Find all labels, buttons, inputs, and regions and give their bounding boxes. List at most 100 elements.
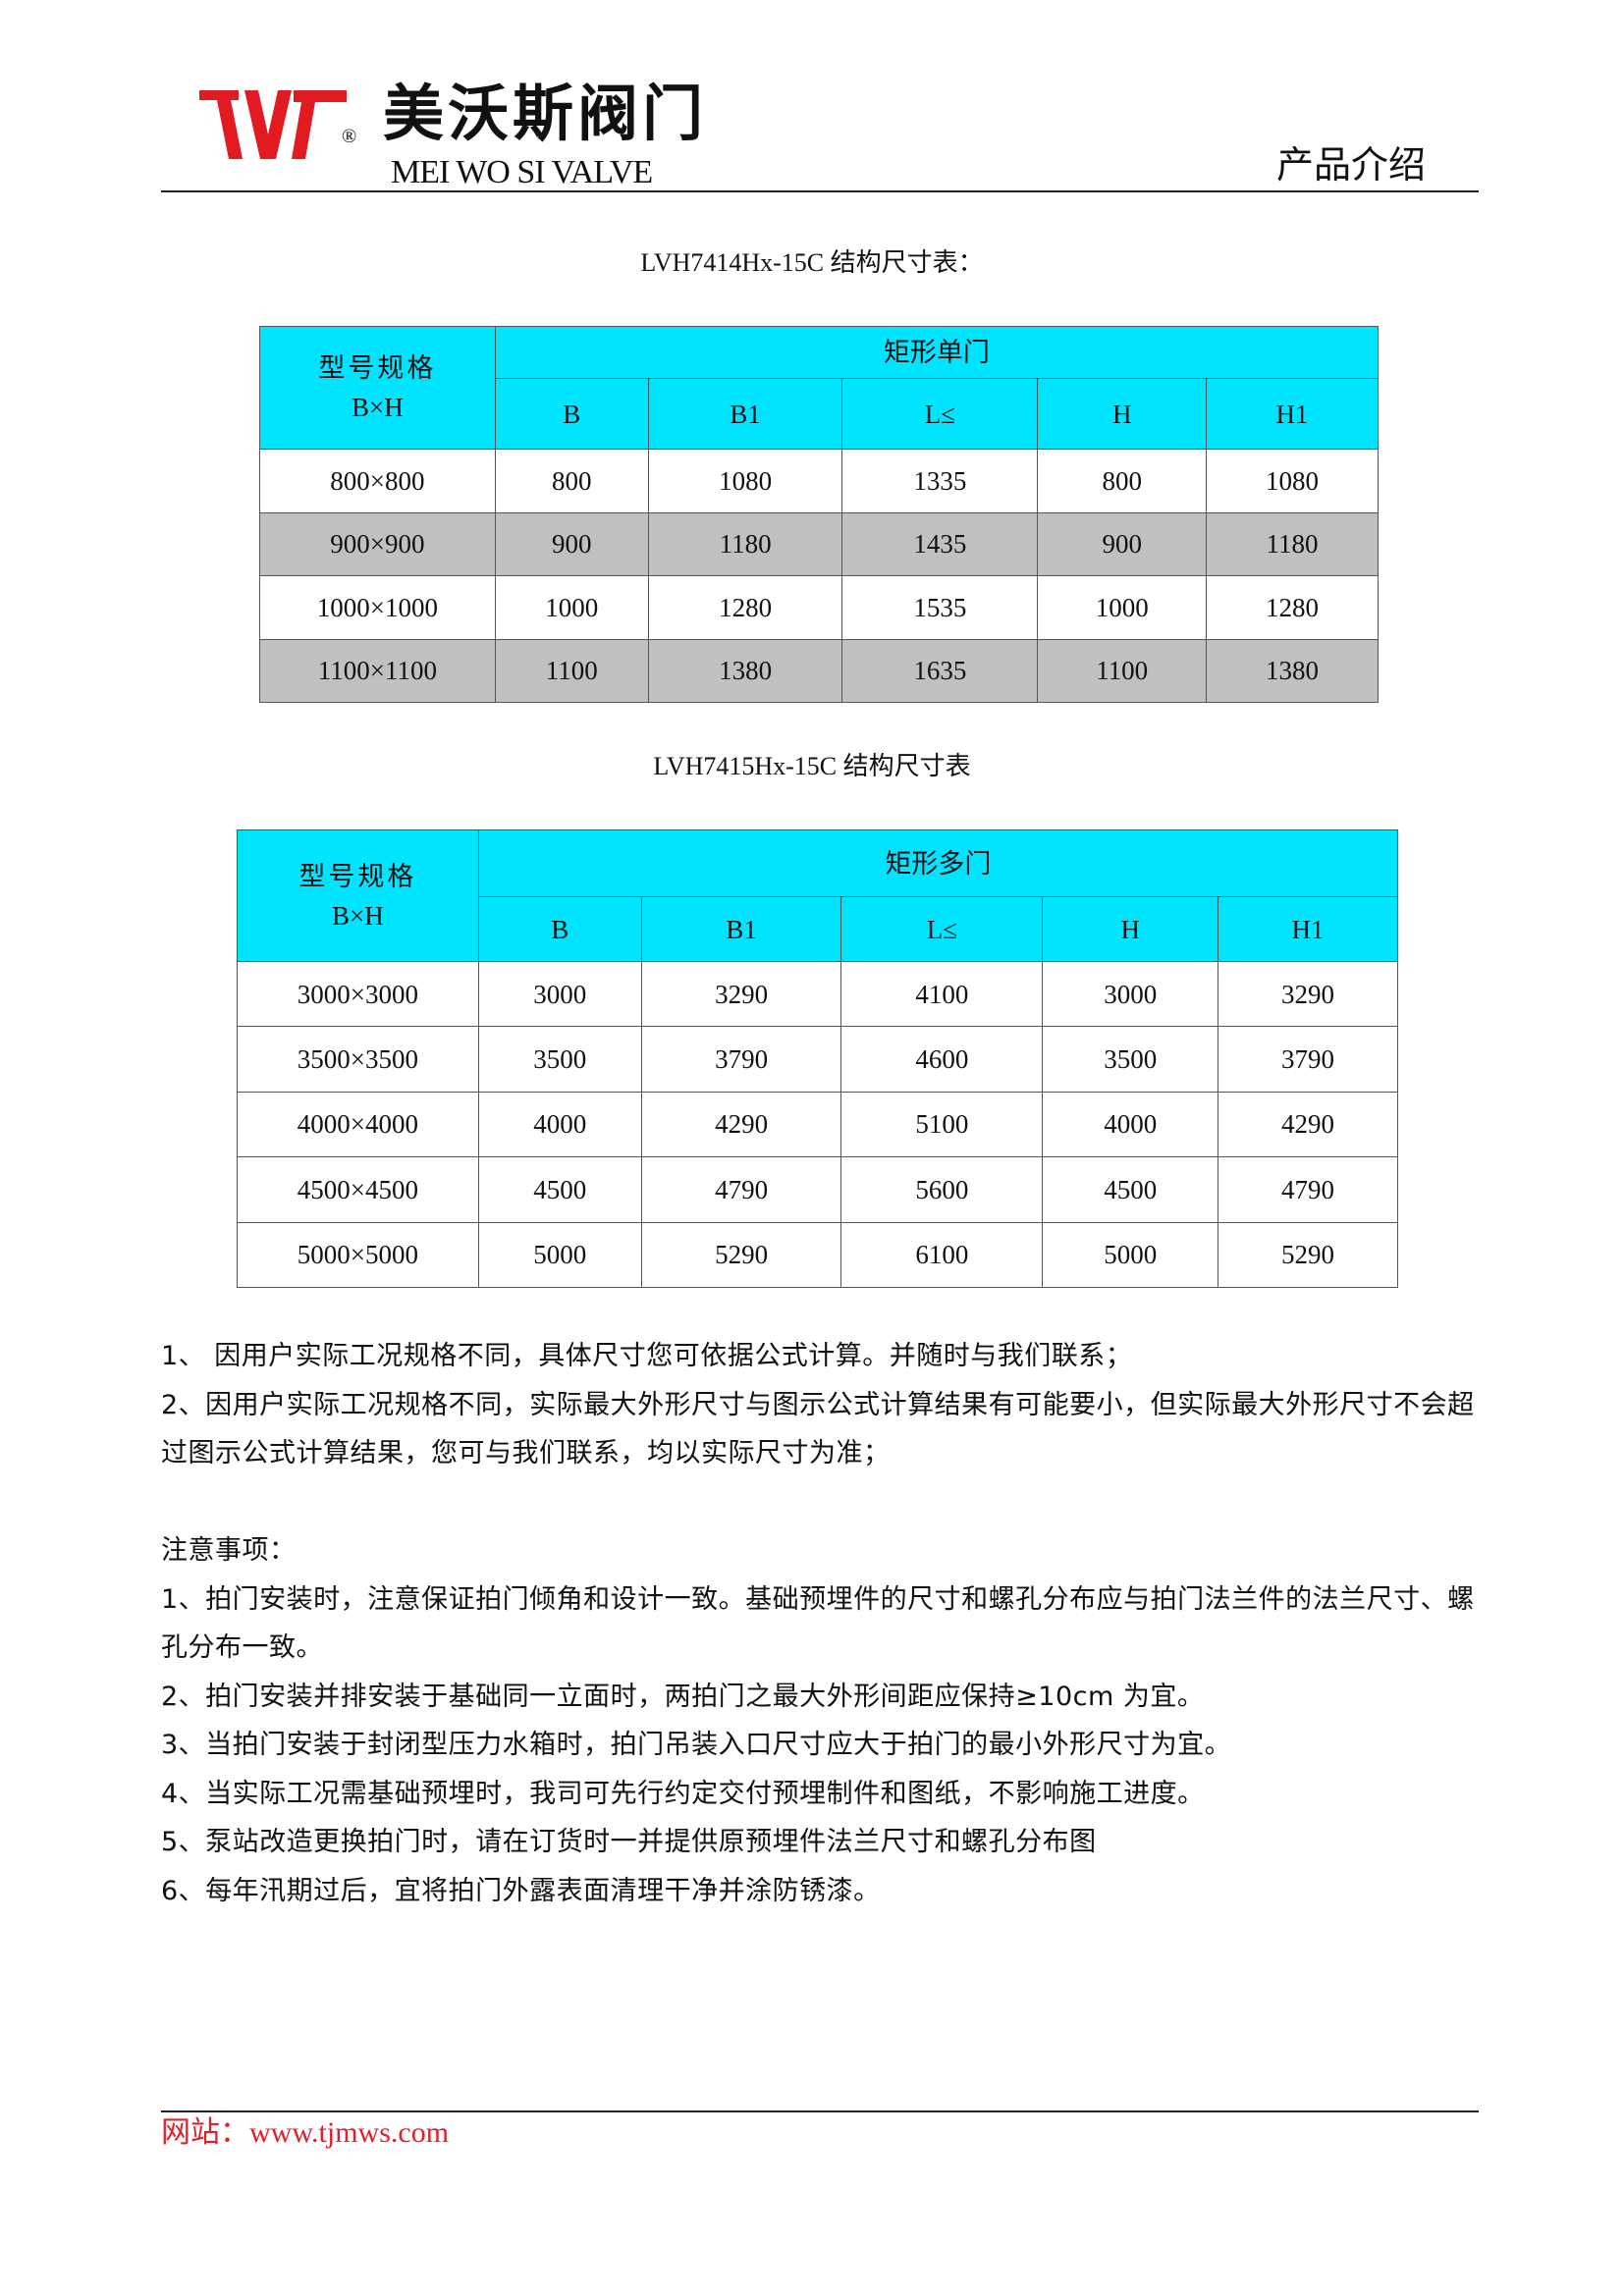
caution-5: 5、泵站改造更换拍门时，请在订货时一并提供原预埋件法兰尺寸和螺孔分布图 [161, 1827, 1097, 1857]
table-cell: 5000 [1042, 1221, 1219, 1288]
table-cell: 3290 [1218, 960, 1398, 1028]
table-row: 3500×3500 3500 3790 4600 3500 3790 [237, 1026, 1398, 1093]
table-cell: 1280 [1206, 575, 1379, 640]
column-header: B [494, 378, 649, 450]
table-cell: 5100 [840, 1091, 1044, 1158]
table-row: 5000×5000 5000 5290 6100 5000 5290 [237, 1221, 1398, 1288]
column-header: H1 [1218, 896, 1398, 962]
table-cell: 900×900 [259, 511, 496, 576]
group-header: 矩形多门 [477, 829, 1399, 897]
table-cell: 1100×1100 [259, 638, 496, 703]
table-cell: 4790 [640, 1156, 842, 1223]
table1: 型号规格 B×H 矩形单门 B B1 L≤ H H1 800×800 800 1080 1335 800… [259, 326, 1380, 703]
spec-header-label: 型号规格 [298, 861, 417, 891]
note-1: 1、 因用户实际工况规格不同，具体尺寸您可依据公式计算。并随时与我们联系； [161, 1341, 1133, 1371]
footer-website: 网站：www.tjmws.com [161, 2116, 450, 2149]
table-cell: 3000×3000 [237, 960, 479, 1028]
column-header: H1 [1206, 378, 1379, 450]
table-cell: 5600 [840, 1156, 1044, 1223]
table-cell: 3790 [1218, 1026, 1398, 1093]
table-row: 1000×1000 1000 1280 1535 1000 1280 [259, 575, 1379, 640]
table-row: 1100×1100 1100 1380 1635 1100 1380 [259, 638, 1379, 703]
footer-divider [161, 2110, 1479, 2112]
table-cell: 800×800 [259, 449, 496, 513]
table-cell: 3000 [1042, 960, 1219, 1028]
table-cell: 1435 [841, 511, 1039, 576]
caution-3: 3、当拍门安装于封闭型压力水箱时，拍门吊装入口尺寸应大于拍门的最小外形尺寸为宜。 [161, 1730, 1232, 1760]
cautions-title: 注意事项： [161, 1535, 297, 1566]
table-cell: 4100 [840, 960, 1044, 1028]
spec-header-label: 型号规格 [318, 353, 437, 383]
table1-title: LVH7414Hx-15C 结构尺寸表： [640, 248, 984, 277]
column-header: L≤ [841, 378, 1039, 450]
table-row: 4000×4000 4000 4290 5100 4000 4290 [237, 1091, 1398, 1158]
caution-4: 4、当实际工况需基础预埋时，我司可先行约定交付预埋制件和图纸，不影响施工进度。 [161, 1778, 1205, 1809]
table-cell: 1335 [841, 449, 1039, 513]
table2: 型号规格 B×H 矩形多门 B B1 L≤ H H1 3000×3000 3000 3290 4100… [237, 829, 1399, 1288]
table-cell: 1080 [1206, 449, 1379, 513]
table-cell: 1380 [647, 638, 843, 703]
table-cell: 5290 [1218, 1221, 1398, 1288]
table-cell: 1000 [1037, 575, 1208, 640]
caution-2: 2、拍门安装并排安装于基础同一立面时，两拍门之最大外形间距应保持≥10cm 为宜… [161, 1681, 1205, 1712]
brand-logo-mark [199, 90, 347, 159]
table-cell: 3500 [477, 1026, 642, 1093]
column-header: B1 [640, 896, 842, 962]
column-header: B [477, 896, 642, 962]
spec-header: 型号规格 B×H [259, 326, 496, 450]
table-cell: 3790 [640, 1026, 842, 1093]
cautions: 注意事项： 1、拍门安装时，注意保证拍门倾角和设计一致。基础预埋件的尺寸和螺孔分… [161, 1526, 1487, 1915]
table-cell: 4000 [1042, 1091, 1219, 1158]
table-cell: 1380 [1206, 638, 1379, 703]
table-cell: 900 [494, 511, 649, 576]
notes: 1、 因用户实际工况规格不同，具体尺寸您可依据公式计算。并随时与我们联系； 2、… [161, 1332, 1487, 1478]
table-cell: 800 [1037, 449, 1208, 513]
section-title: 产品介绍 [1275, 143, 1426, 187]
table-cell: 1000×1000 [259, 575, 496, 640]
table-cell: 1000 [494, 575, 649, 640]
table-cell: 5290 [640, 1221, 842, 1288]
table-cell: 3500 [1042, 1026, 1219, 1093]
table-cell: 900 [1037, 511, 1208, 576]
table-cell: 4290 [1218, 1091, 1398, 1158]
brand-name-en: MEI WO SI VALVE [391, 154, 653, 190]
caution-1: 1、拍门安装时，注意保证拍门倾角和设计一致。基础预埋件的尺寸和螺孔分布应与拍门法… [161, 1583, 1475, 1664]
header-divider [161, 190, 1479, 192]
table-cell: 1100 [1037, 638, 1208, 703]
table-row: 800×800 800 1080 1335 800 1080 [259, 449, 1379, 513]
table-cell: 3000 [477, 960, 642, 1028]
spec-header-sub: B×H [332, 900, 384, 931]
table-cell: 4790 [1218, 1156, 1398, 1223]
table-cell: 1080 [647, 449, 843, 513]
table2-title: LVH7415Hx-15C 结构尺寸表 [653, 752, 971, 780]
table-cell: 4600 [840, 1026, 1044, 1093]
table-row: 3000×3000 3000 3290 4100 3000 3290 [237, 960, 1398, 1028]
table-cell: 800 [494, 449, 649, 513]
table-row: 900×900 900 1180 1435 900 1180 [259, 511, 1379, 576]
table-cell: 1180 [1206, 511, 1379, 576]
table-cell: 1100 [494, 638, 649, 703]
brand-name-cn: 美沃斯阀门 [383, 78, 708, 149]
table-cell: 1180 [647, 511, 843, 576]
spec-header: 型号规格 B×H [237, 829, 479, 962]
table-cell: 5000×5000 [237, 1221, 479, 1288]
table-cell: 4000×4000 [237, 1091, 479, 1158]
table-cell: 1635 [841, 638, 1039, 703]
column-header: L≤ [840, 896, 1044, 962]
table-cell: 1535 [841, 575, 1039, 640]
registered-mark: ® [342, 126, 357, 147]
table-cell: 4290 [640, 1091, 842, 1158]
table-cell: 4500×4500 [237, 1156, 479, 1223]
table-cell: 3290 [640, 960, 842, 1028]
table-cell: 3500×3500 [237, 1026, 479, 1093]
table-cell: 4500 [477, 1156, 642, 1223]
table-cell: 4000 [477, 1091, 642, 1158]
table-cell: 4500 [1042, 1156, 1219, 1223]
table-row: 4500×4500 4500 4790 5600 4500 4790 [237, 1156, 1398, 1223]
column-header: B1 [647, 378, 843, 450]
spec-header-sub: B×H [352, 393, 404, 422]
caution-6: 6、每年汛期过后，宜将拍门外露表面清理干净并涂防锈漆。 [161, 1875, 881, 1906]
column-header: H [1037, 378, 1208, 450]
table-cell: 1280 [647, 575, 843, 640]
group-header: 矩形单门 [494, 326, 1380, 379]
